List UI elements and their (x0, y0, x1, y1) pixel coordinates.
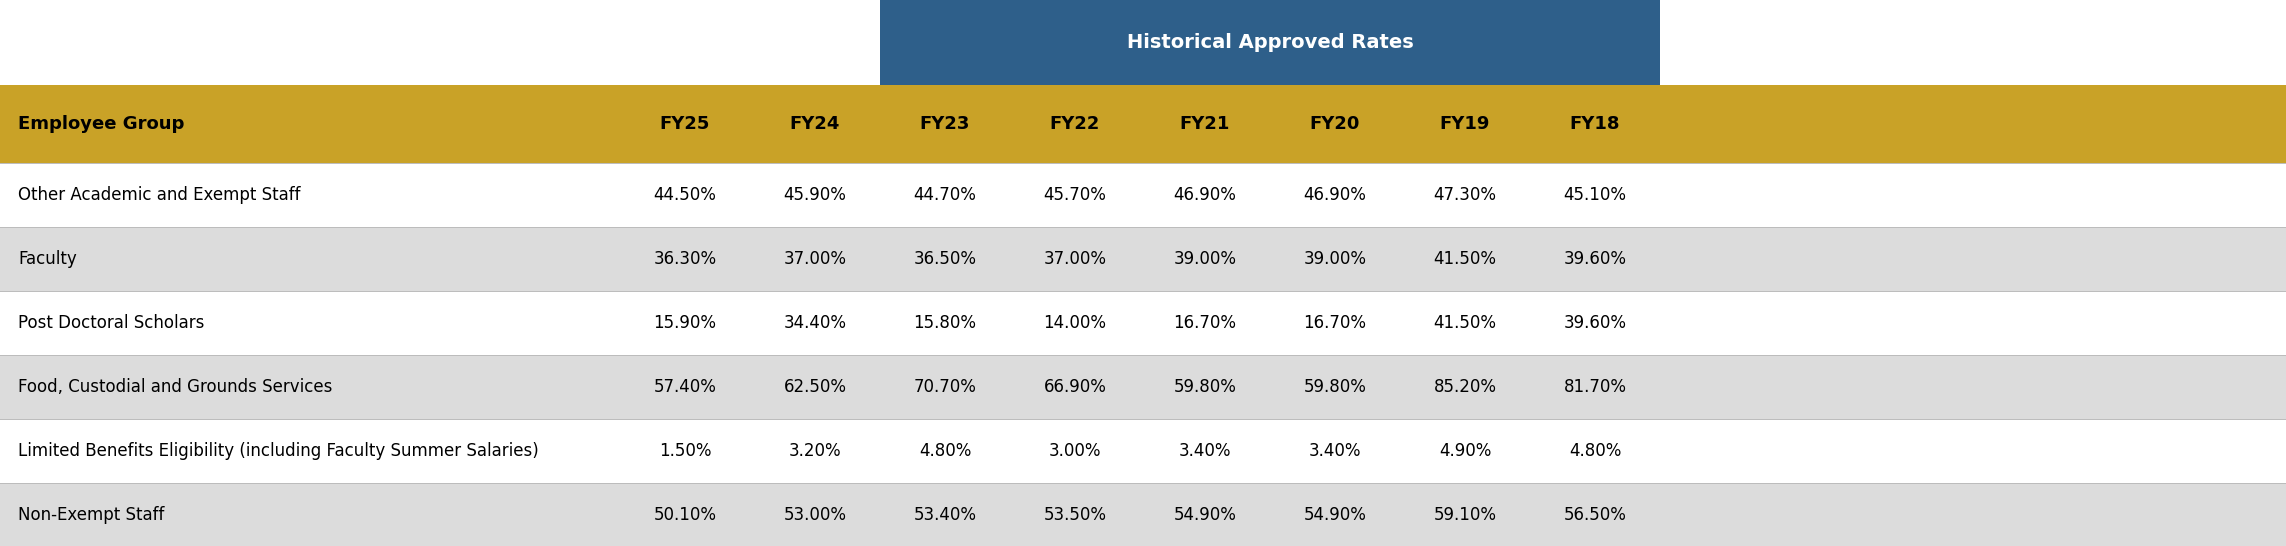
Text: FY24: FY24 (789, 115, 841, 133)
Bar (880, 0, 1660, 85)
Text: 81.70%: 81.70% (1564, 378, 1628, 396)
Text: FY23: FY23 (919, 115, 969, 133)
Text: FY22: FY22 (1049, 115, 1100, 133)
Text: 37.00%: 37.00% (784, 250, 846, 268)
Text: Post Doctoral Scholars: Post Doctoral Scholars (18, 314, 203, 332)
Text: Food, Custodial and Grounds Services: Food, Custodial and Grounds Services (18, 378, 331, 396)
Text: 16.70%: 16.70% (1303, 314, 1367, 332)
Text: 44.50%: 44.50% (654, 186, 716, 204)
Text: 34.40%: 34.40% (784, 314, 846, 332)
Text: 59.10%: 59.10% (1433, 506, 1497, 524)
Bar (0, 85, 2286, 163)
Text: FY19: FY19 (1440, 115, 1490, 133)
Text: FY25: FY25 (661, 115, 711, 133)
Text: 4.90%: 4.90% (1438, 442, 1490, 460)
Text: 39.00%: 39.00% (1303, 250, 1367, 268)
Text: 46.90%: 46.90% (1303, 186, 1367, 204)
Text: 53.50%: 53.50% (1042, 506, 1106, 524)
Text: Other Academic and Exempt Staff: Other Academic and Exempt Staff (18, 186, 299, 204)
Text: 59.80%: 59.80% (1303, 378, 1367, 396)
Text: 62.50%: 62.50% (784, 378, 846, 396)
Text: Faculty: Faculty (18, 250, 78, 268)
Text: 3.40%: 3.40% (1310, 442, 1360, 460)
Text: 45.90%: 45.90% (784, 186, 846, 204)
Text: 15.90%: 15.90% (654, 314, 716, 332)
Text: 85.20%: 85.20% (1433, 378, 1497, 396)
Text: 70.70%: 70.70% (914, 378, 976, 396)
Text: 37.00%: 37.00% (1042, 250, 1106, 268)
Bar (0, 291, 2286, 355)
Text: 39.60%: 39.60% (1564, 314, 1628, 332)
Text: 39.00%: 39.00% (1173, 250, 1237, 268)
Text: 39.60%: 39.60% (1564, 250, 1628, 268)
Text: 36.30%: 36.30% (654, 250, 716, 268)
Text: 1.50%: 1.50% (658, 442, 711, 460)
Text: Employee Group: Employee Group (18, 115, 185, 133)
Text: 59.80%: 59.80% (1173, 378, 1237, 396)
Text: 47.30%: 47.30% (1433, 186, 1497, 204)
Text: 53.00%: 53.00% (784, 506, 846, 524)
Text: 4.80%: 4.80% (1568, 442, 1621, 460)
Bar (0, 163, 2286, 227)
Text: 45.10%: 45.10% (1564, 186, 1628, 204)
Bar (0, 419, 2286, 483)
Text: 41.50%: 41.50% (1433, 314, 1497, 332)
Text: 41.50%: 41.50% (1433, 250, 1497, 268)
Text: FY20: FY20 (1310, 115, 1360, 133)
Text: 45.70%: 45.70% (1045, 186, 1106, 204)
Bar (0, 227, 2286, 291)
Text: 50.10%: 50.10% (654, 506, 716, 524)
Text: 53.40%: 53.40% (914, 506, 976, 524)
Text: 46.90%: 46.90% (1173, 186, 1237, 204)
Text: Limited Benefits Eligibility (including Faculty Summer Salaries): Limited Benefits Eligibility (including … (18, 442, 539, 460)
Text: 66.90%: 66.90% (1045, 378, 1106, 396)
Text: 16.70%: 16.70% (1173, 314, 1237, 332)
Text: 3.40%: 3.40% (1180, 442, 1232, 460)
Text: 4.80%: 4.80% (919, 442, 972, 460)
Text: FY21: FY21 (1180, 115, 1230, 133)
Text: Non-Exempt Staff: Non-Exempt Staff (18, 506, 165, 524)
Text: 56.50%: 56.50% (1564, 506, 1625, 524)
Text: 14.00%: 14.00% (1042, 314, 1106, 332)
Bar (0, 355, 2286, 419)
Text: 36.50%: 36.50% (914, 250, 976, 268)
Text: 44.70%: 44.70% (914, 186, 976, 204)
Text: 3.00%: 3.00% (1049, 442, 1102, 460)
Text: FY18: FY18 (1570, 115, 1621, 133)
Text: 3.20%: 3.20% (789, 442, 841, 460)
Text: 15.80%: 15.80% (914, 314, 976, 332)
Text: 57.40%: 57.40% (654, 378, 716, 396)
Text: Historical Approved Rates: Historical Approved Rates (1127, 33, 1413, 52)
Bar (0, 483, 2286, 546)
Text: 54.90%: 54.90% (1173, 506, 1237, 524)
Text: 54.90%: 54.90% (1303, 506, 1367, 524)
